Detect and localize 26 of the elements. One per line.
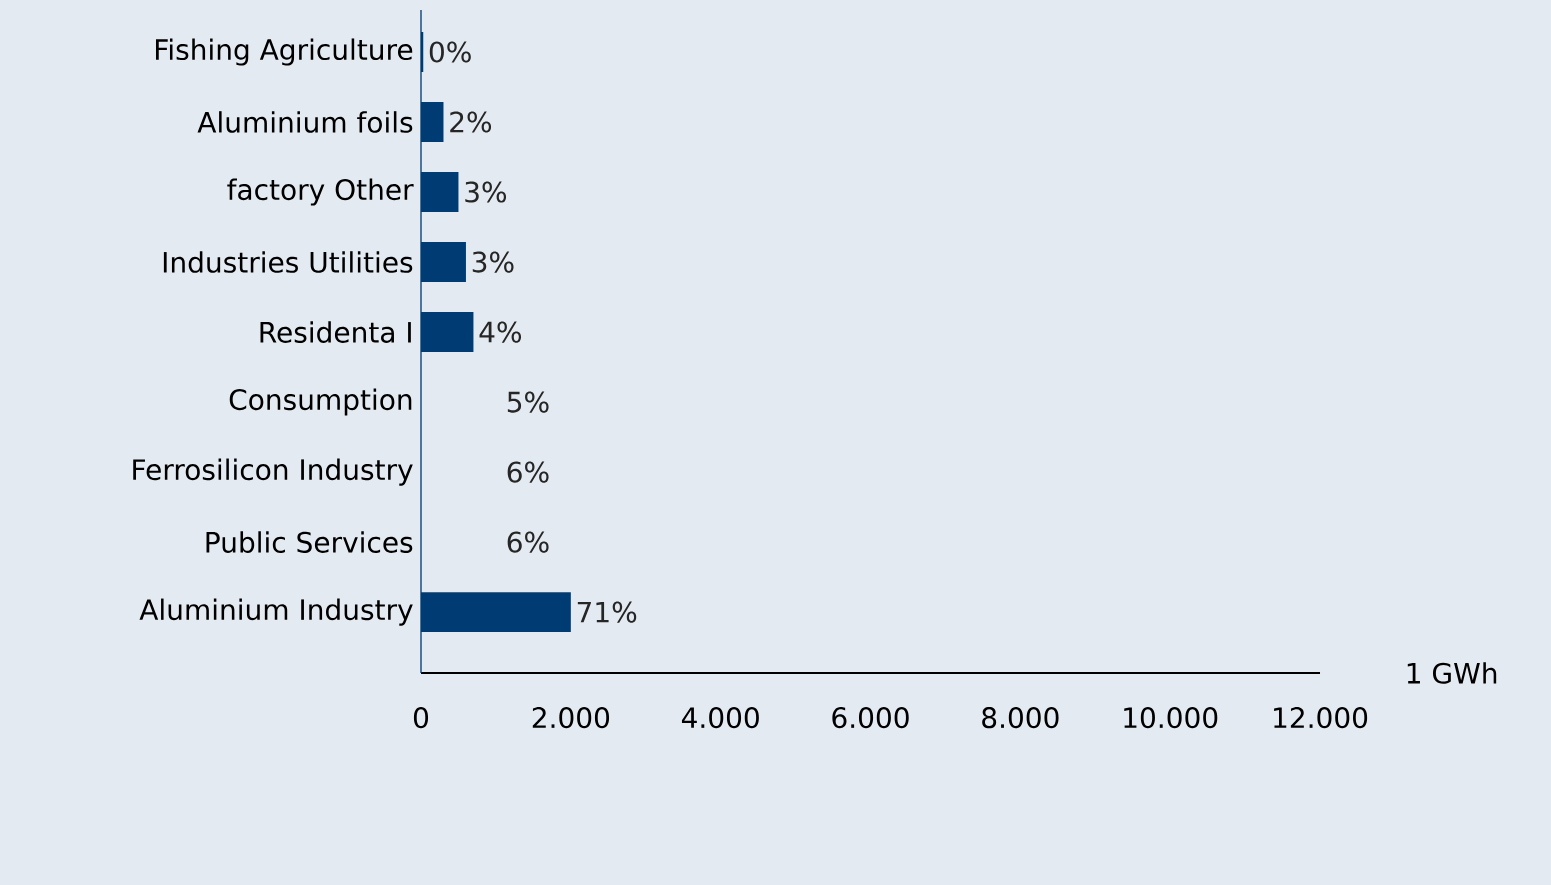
annotation: 3%: [472, 251, 514, 273]
y-tick-label: Aluminium foils: [197, 111, 413, 133]
x-tick-label: 12.000: [1274, 707, 1368, 729]
y-tick-label: Residenta I: [260, 321, 411, 343]
x-tick-label: 0: [413, 707, 429, 729]
annotation: 4%: [479, 321, 522, 343]
x-tick-label: 4.000: [681, 707, 759, 729]
y-tick-label: Industries Utilities: [163, 251, 413, 273]
y-tick-label: Ferrosilicon Industry: [133, 458, 413, 486]
y-tick-label: Public Services: [206, 531, 413, 553]
annotation: 2%: [450, 111, 492, 133]
annotation: 0%: [429, 41, 471, 63]
x-tick-label: 2.000: [532, 707, 610, 729]
annotation: 71%: [577, 601, 637, 623]
y-tick-label: Aluminium Industry: [139, 598, 413, 626]
y-tick-label: factory Other: [227, 178, 414, 206]
x-tick-label: 6.000: [832, 707, 909, 729]
annotation: 5%: [507, 391, 549, 413]
x-tick-label: 10.000: [1124, 707, 1218, 729]
x-tick-label: 8.000: [982, 707, 1059, 729]
annotation: 6%: [507, 461, 549, 483]
annotation: 3%: [465, 181, 507, 203]
annotation: 6%: [507, 531, 549, 553]
y-tick-label: Consumption: [229, 388, 412, 416]
x-axis-title: 1 GWh: [1407, 662, 1497, 684]
y-tick-label: Fishing Agriculture: [155, 38, 413, 66]
